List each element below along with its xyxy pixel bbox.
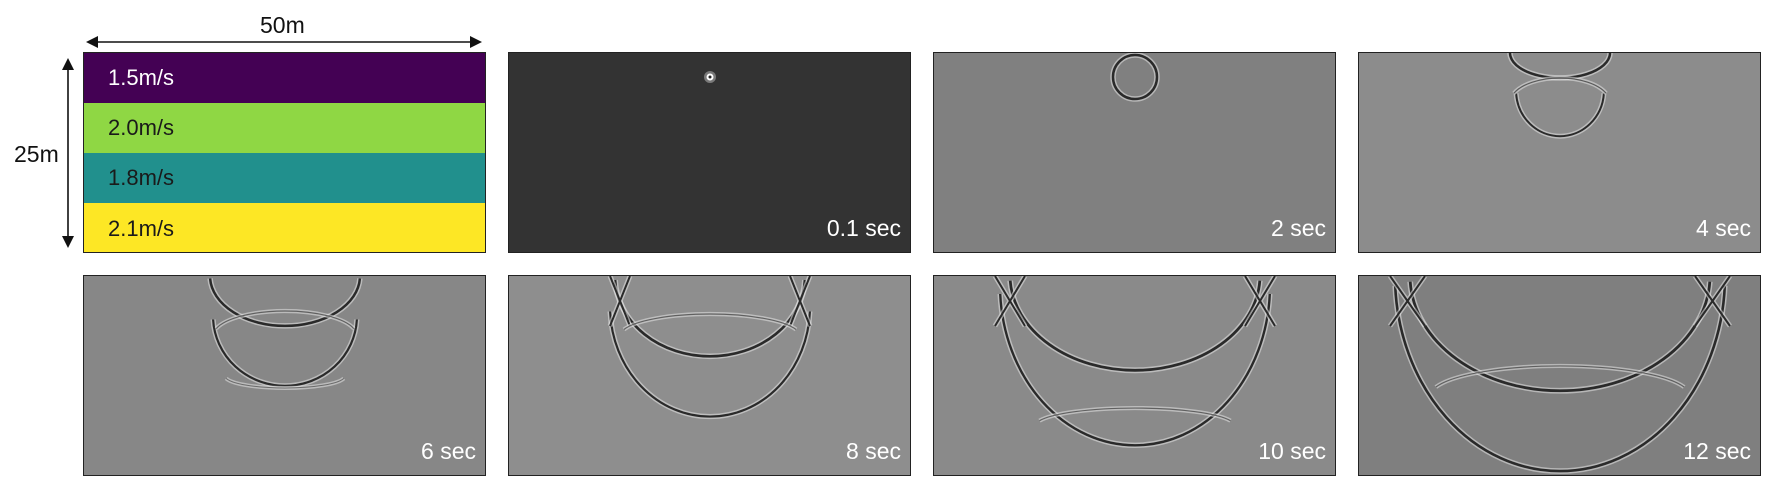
direct-wave: [1408, 281, 1712, 393]
snapshot-panel-3: 4 sec: [1358, 52, 1761, 253]
layer-3-velocity-label: 1.8m/s: [108, 165, 175, 190]
layer-2: 2.0m/s: [84, 103, 485, 153]
snapshot-3-time-label: 4 sec: [1696, 215, 1751, 241]
width-dimension-label: 50m: [260, 12, 305, 38]
snapshot-panel-5: 8 sec: [508, 275, 911, 476]
wavefield-image-4: [84, 276, 485, 475]
direct-wave: [1008, 280, 1262, 372]
wavefield-background: [934, 53, 1335, 252]
snapshot-panel-1: 0.1 sec: [508, 52, 911, 253]
wavefield-image-2: [934, 53, 1335, 252]
reflected-wave: [215, 310, 355, 329]
transmitted-wave: [1515, 93, 1605, 138]
head-wave-cross: [609, 276, 811, 327]
snapshot-panel-2: 2 sec: [933, 52, 1336, 253]
head-wave-cross: [1389, 276, 1731, 327]
layer-4-velocity-label: 2.1m/s: [108, 215, 175, 241]
snapshot-1-time-label: 0.1 sec: [826, 215, 901, 241]
deep-reflected-wave: [1435, 365, 1685, 388]
second-interface-wave: [225, 378, 345, 389]
wavefield-background: [1359, 53, 1760, 252]
snapshot-2-time-label: 2 sec: [1271, 215, 1326, 241]
layer-2-velocity-label: 2.0m/s: [108, 115, 175, 140]
layer-1: 1.5m/s: [84, 53, 485, 103]
snapshot-7-time-label: 12 sec: [1683, 438, 1751, 464]
wavefront-ring: [1111, 53, 1159, 101]
depth-dimension-label: 25m: [14, 141, 59, 167]
wavefield-background: [1359, 276, 1760, 475]
deep-reflected-wave: [1039, 407, 1231, 422]
snapshot-panel-6: 10 sec: [933, 275, 1336, 476]
snapshot-panel-4: 6 sec: [83, 275, 486, 476]
wavefield-image-3: [1359, 53, 1760, 252]
transmitted-wave: [609, 311, 811, 418]
transmitted-wave: [212, 319, 358, 387]
head-wave-cross: [994, 276, 1276, 327]
transmitted-wave: [1393, 285, 1727, 473]
reflected-wave: [623, 313, 797, 330]
layer-4: 2.1m/s: [84, 203, 485, 252]
snapshot-6-time-label: 10 sec: [1258, 438, 1326, 464]
wavefield-background: [509, 53, 910, 252]
snapshot-panel-7: 12 sec: [1358, 275, 1761, 476]
point-source-core: [708, 75, 712, 79]
width-dimension-arrow: [86, 36, 482, 48]
wavefield-background: [509, 276, 910, 475]
wavefield-image-7: [1359, 276, 1760, 475]
snapshot-5-time-label: 8 sec: [846, 438, 901, 464]
wavefield-image-6: [934, 276, 1335, 475]
direct-wave: [208, 278, 362, 328]
transmitted-wave: [999, 293, 1271, 447]
wavefield-image-5: [509, 276, 910, 475]
layer-3: 1.8m/s: [84, 153, 485, 203]
depth-dimension-arrow: [62, 58, 74, 248]
wavefield-image-1: [509, 53, 910, 252]
snapshot-4-time-label: 6 sec: [421, 438, 476, 464]
reflected-wave: [1513, 77, 1607, 94]
velocity-model-panel: 1.5m/s 2.0m/s 1.8m/s 2.1m/s: [83, 52, 486, 253]
layer-1-velocity-label: 1.5m/s: [108, 65, 175, 90]
